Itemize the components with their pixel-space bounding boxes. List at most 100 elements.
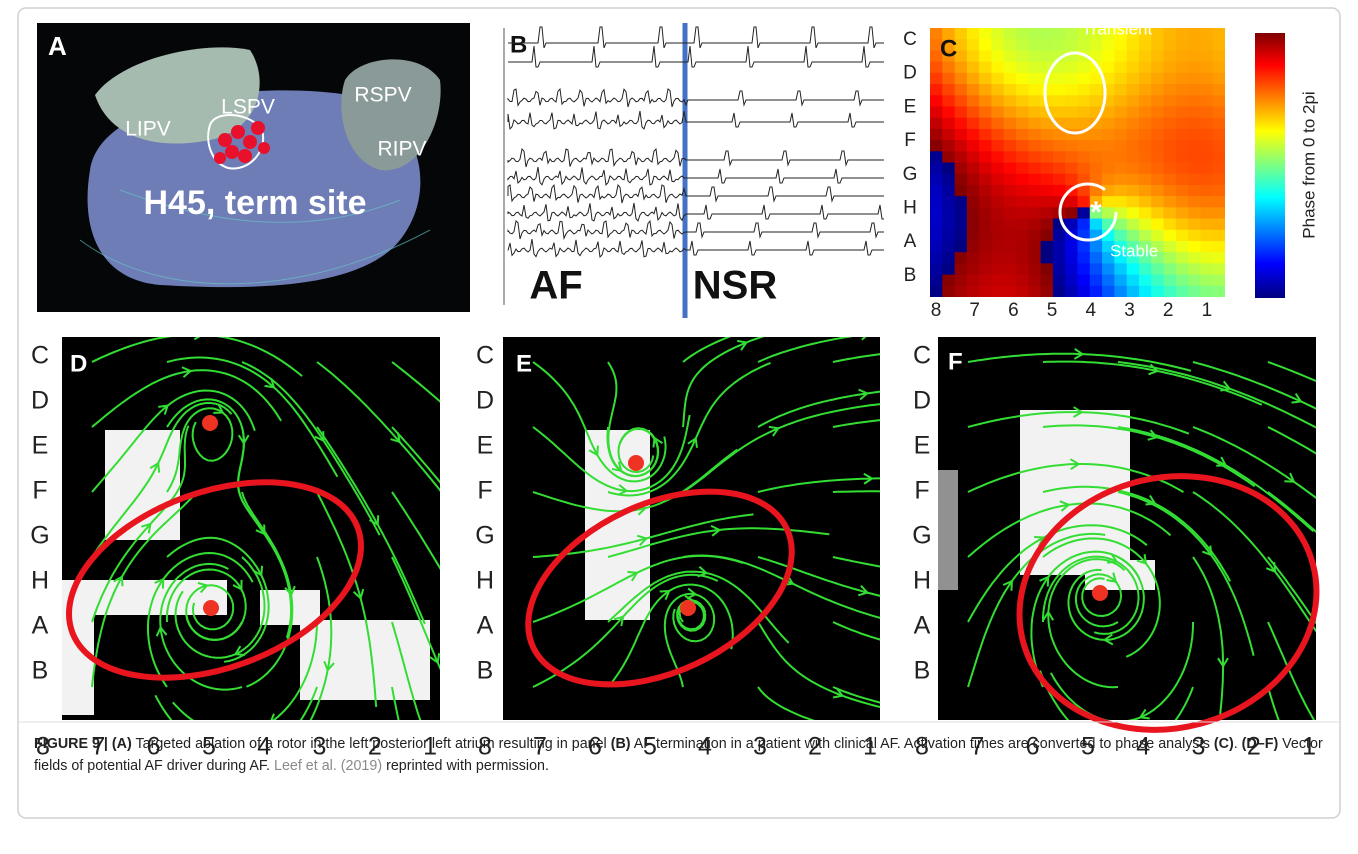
phase-cell <box>1163 285 1177 297</box>
phase-cell <box>991 50 1005 63</box>
rotor-ellipse <box>525 488 795 688</box>
phase-cell <box>1089 106 1103 119</box>
phase-cell <box>979 162 993 175</box>
row-label: H <box>476 567 494 595</box>
phase-cell <box>1175 106 1189 119</box>
phase-cell <box>1212 117 1225 130</box>
phase-cell <box>1089 252 1103 264</box>
phase-cell <box>1003 106 1017 119</box>
phase-cell <box>1212 106 1225 119</box>
phase-cell <box>1040 263 1054 276</box>
phase-cell <box>942 61 956 74</box>
streamline <box>1267 426 1316 455</box>
phase-cell <box>942 263 956 276</box>
phase-cell <box>1077 117 1091 130</box>
streamline <box>316 426 426 625</box>
phase-cell <box>930 285 943 297</box>
phase-cell <box>1052 263 1066 276</box>
rotor-circle <box>1043 51 1107 135</box>
phase-cell <box>1089 274 1103 287</box>
phase-cell <box>1065 50 1079 63</box>
phase-cell <box>979 140 993 152</box>
phase-cell <box>1016 263 1029 276</box>
row-label: B <box>904 265 917 286</box>
streamline <box>1042 537 1161 658</box>
phase-cell <box>1175 95 1189 108</box>
caption-text: . <box>1233 736 1242 752</box>
phase-cell <box>1003 117 1017 130</box>
phase-cell <box>1077 173 1091 186</box>
streamline-arrow <box>832 687 845 699</box>
phase-cell <box>1138 61 1152 74</box>
streamline-arrow <box>390 432 401 444</box>
phase-cell <box>1028 173 1042 186</box>
phase-cell <box>1200 50 1214 63</box>
phase-cell <box>1175 140 1189 152</box>
phase-cell <box>1016 28 1029 40</box>
phase-cell <box>1175 39 1189 52</box>
citation[interactable]: Leef et al. (2019) <box>274 758 383 774</box>
phase-cell <box>1052 274 1066 287</box>
phase-cell <box>1003 218 1017 231</box>
row-label: C <box>913 342 931 370</box>
phase-cell <box>1028 240 1042 253</box>
streamline-arrow <box>1201 545 1213 557</box>
streamline-arrow <box>1136 553 1148 565</box>
phase-cell <box>1163 263 1177 276</box>
phase-cell <box>1065 128 1079 141</box>
phase-cell <box>1052 95 1066 108</box>
phase-cell <box>1077 196 1091 208</box>
streamline <box>967 411 1190 435</box>
streamline-arrow <box>768 425 781 437</box>
phase-cell <box>930 151 943 164</box>
phase-cell <box>979 117 993 130</box>
phase-cell <box>942 207 956 220</box>
phase-cell <box>942 196 956 208</box>
phase-cell <box>954 252 968 264</box>
streamline <box>1192 491 1316 633</box>
phase-cell <box>1077 285 1091 297</box>
phase-cell <box>1138 218 1152 231</box>
phase-cell <box>1175 263 1189 276</box>
phase-cell <box>930 162 943 175</box>
panel-letter: E <box>516 350 532 377</box>
phase-cell <box>1114 263 1128 276</box>
streamline <box>166 356 339 478</box>
streamline-arrow <box>861 337 867 341</box>
phase-cell <box>954 84 968 96</box>
phase-cell <box>1065 140 1079 152</box>
phase-cell <box>1102 28 1115 40</box>
column-label: 3 <box>753 733 767 761</box>
streamline-arrow <box>113 575 124 587</box>
streamline-arrow <box>149 461 161 473</box>
streamline-arrow <box>588 445 599 457</box>
phase-cell <box>1188 285 1202 297</box>
phase-cell <box>1028 117 1042 130</box>
phase-cell <box>1200 39 1214 52</box>
phase-cell <box>1126 229 1140 242</box>
streamline-arrow <box>181 366 193 378</box>
phase-cell <box>1003 274 1017 287</box>
phase-cell <box>1028 50 1042 63</box>
phase-cell <box>1040 229 1054 242</box>
phase-cell <box>1040 184 1054 197</box>
phase-cell <box>1200 229 1214 242</box>
phase-cell <box>1138 128 1152 141</box>
phase-cell <box>966 207 980 220</box>
ecg-trace <box>507 110 884 131</box>
streamline-arrow <box>857 584 870 597</box>
phase-cell <box>1114 72 1128 85</box>
phase-cell <box>1065 252 1079 264</box>
streamline <box>159 562 243 691</box>
phase-cell <box>991 128 1005 141</box>
panel-letter: F <box>948 348 963 375</box>
phase-cell <box>1102 117 1115 130</box>
phase-cell <box>991 117 1005 130</box>
phase-cell <box>1028 140 1042 152</box>
phase-cell <box>1188 39 1202 52</box>
streamline-arrow <box>617 484 629 496</box>
phase-cell <box>1138 252 1152 264</box>
caption-text: Targeted ablation of a rotor in the left… <box>131 736 611 752</box>
column-label: 2 <box>1163 300 1174 321</box>
